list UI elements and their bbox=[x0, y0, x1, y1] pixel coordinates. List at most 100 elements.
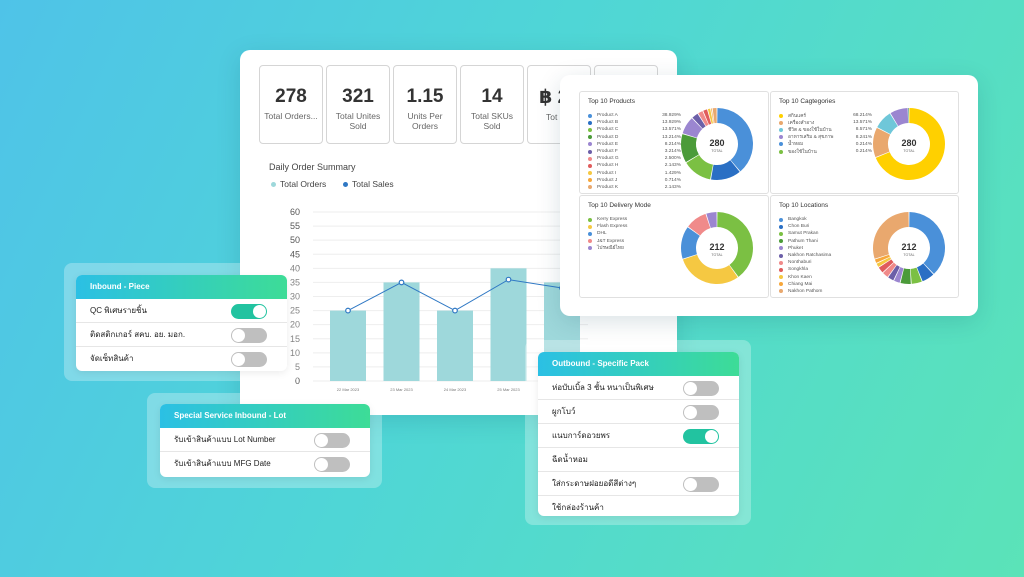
donut-slice[interactable] bbox=[682, 118, 703, 138]
legend-item[interactable]: DHL bbox=[588, 230, 681, 237]
legend-sales[interactable]: Total Sales bbox=[343, 179, 394, 189]
donut-slice[interactable] bbox=[698, 111, 709, 127]
option-toggle[interactable] bbox=[231, 304, 267, 319]
legend-item[interactable]: Product D 13.214% bbox=[588, 134, 681, 141]
donut-slice[interactable] bbox=[703, 109, 712, 125]
legend-item[interactable]: ของใช้ในบ้าน 0.214% bbox=[779, 148, 872, 155]
legend-item[interactable]: Product J 0.714% bbox=[588, 177, 681, 184]
legend-item[interactable]: อาหารเสริม & สุขภาพ 8.241% bbox=[779, 134, 872, 141]
legend-item[interactable]: สกินแคร์ 68.214% bbox=[779, 112, 872, 119]
donut-slice[interactable] bbox=[908, 108, 909, 124]
donut-slice[interactable] bbox=[878, 259, 894, 273]
donut-slice[interactable] bbox=[873, 127, 891, 158]
legend-item[interactable]: น้ำหอม 0.214% bbox=[779, 141, 872, 148]
legend-item[interactable]: Flash Express bbox=[588, 223, 681, 230]
legend-item[interactable]: ไปรษณีย์ไทย bbox=[588, 245, 681, 252]
point-total-sales[interactable] bbox=[345, 307, 351, 314]
donut-slice[interactable] bbox=[876, 257, 892, 267]
donut-slice[interactable] bbox=[681, 227, 700, 259]
legend-item[interactable]: Nakhon Ratchasima bbox=[779, 252, 872, 259]
legend-item[interactable]: Bangkok bbox=[779, 216, 872, 223]
legend-orders[interactable]: Total Orders bbox=[271, 179, 326, 189]
top-delivery-panel: Top 10 Delivery Mode Kerry Express Flash E… bbox=[579, 195, 769, 298]
option-toggle[interactable] bbox=[231, 328, 267, 343]
x-tick-label: 25 Mar 2023 bbox=[497, 387, 520, 392]
legend-item[interactable]: Phuket bbox=[779, 245, 872, 252]
donut-slice[interactable] bbox=[717, 212, 753, 277]
legend-item[interactable]: Samut Prakan bbox=[779, 230, 872, 237]
legend-item[interactable]: Product G 2.500% bbox=[588, 155, 681, 162]
bar-total-orders[interactable] bbox=[330, 310, 366, 381]
legend-swatch bbox=[779, 217, 783, 222]
option-toggle[interactable] bbox=[231, 352, 267, 367]
legend-item[interactable]: Product A 38.929% bbox=[588, 112, 681, 119]
legend-item[interactable]: Khon Kaen bbox=[779, 274, 872, 281]
donut-slice[interactable] bbox=[890, 108, 909, 126]
donut-slice[interactable] bbox=[916, 263, 934, 282]
donut-slice[interactable] bbox=[711, 108, 714, 124]
option-row: ฉีดน้ำหอม bbox=[538, 448, 739, 472]
legend-item[interactable]: Product B 13.929% bbox=[588, 119, 681, 126]
legend-item[interactable]: Product C 13.571% bbox=[588, 126, 681, 133]
donut-slice[interactable] bbox=[706, 212, 717, 228]
donut-slice[interactable] bbox=[894, 267, 904, 283]
legend-item[interactable]: Product E 8.214% bbox=[588, 141, 681, 148]
option-toggle[interactable] bbox=[314, 433, 350, 448]
legend-name: Chiang Mai bbox=[788, 281, 813, 287]
kpi-value: 278 bbox=[275, 86, 307, 107]
donut-slice[interactable] bbox=[909, 212, 945, 274]
option-toggle[interactable] bbox=[314, 457, 350, 472]
bar-total-orders[interactable] bbox=[437, 310, 473, 381]
point-total-sales[interactable] bbox=[505, 276, 512, 283]
legend-item[interactable]: Product K 2.143% bbox=[588, 184, 681, 191]
legend-item[interactable]: Product I 1.429% bbox=[588, 170, 681, 177]
legend-item[interactable]: Songkhla bbox=[779, 266, 872, 273]
legend-name: ไปรษณีย์ไทย bbox=[597, 246, 624, 252]
legend-item[interactable]: Nakhon Pathom bbox=[779, 288, 872, 295]
panel-title: Top 10 Delivery Mode bbox=[588, 202, 651, 209]
option-row: ห่อบับเบิ้ล 3 ชั้น หนาเป็นพิเศษ bbox=[538, 376, 739, 400]
donut-slice[interactable] bbox=[888, 265, 900, 281]
legend-swatch bbox=[779, 246, 783, 251]
donut-slice[interactable] bbox=[681, 134, 699, 163]
legend-item[interactable]: J&T Express bbox=[588, 238, 681, 245]
bar-total-orders[interactable] bbox=[383, 282, 420, 381]
option-toggle[interactable] bbox=[683, 381, 719, 396]
option-label: QC พิเศษรายชิ้น bbox=[90, 306, 147, 315]
donut-slice[interactable] bbox=[875, 108, 945, 180]
legend-item[interactable]: Nonthaburi bbox=[779, 259, 872, 266]
donut-slice[interactable] bbox=[707, 108, 713, 124]
legend-item[interactable]: Chon Buri bbox=[779, 223, 872, 230]
legend-swatch bbox=[588, 185, 592, 190]
legend-item[interactable]: Kerry Express bbox=[588, 216, 681, 223]
option-toggle[interactable] bbox=[683, 477, 719, 492]
legend-orders-label: Total Orders bbox=[280, 179, 327, 189]
legend-item[interactable]: ชีวิต & ของใช้ในบ้าน 8.571% bbox=[779, 126, 872, 133]
point-total-sales[interactable] bbox=[452, 307, 458, 314]
donut-slice[interactable] bbox=[873, 212, 909, 259]
bar-total-orders[interactable] bbox=[490, 268, 527, 381]
donut-slice[interactable] bbox=[682, 254, 738, 284]
legend-item[interactable]: Chiang Mai bbox=[779, 281, 872, 288]
option-toggle[interactable] bbox=[683, 405, 719, 420]
donut-slice[interactable] bbox=[877, 113, 898, 135]
legend-item[interactable]: เครื่องสำอาง 13.571% bbox=[779, 119, 872, 126]
donut-slice[interactable] bbox=[874, 254, 890, 263]
option-toggle[interactable] bbox=[683, 429, 719, 444]
donut-slice[interactable] bbox=[910, 267, 922, 284]
legend-swatch bbox=[779, 267, 783, 272]
donut-slice[interactable] bbox=[717, 108, 753, 172]
donut-slice[interactable] bbox=[900, 268, 911, 284]
donut-slice[interactable] bbox=[711, 160, 740, 180]
point-total-sales[interactable] bbox=[398, 279, 405, 286]
donut-slice[interactable] bbox=[686, 154, 713, 180]
legend-item[interactable]: Pathum Thani bbox=[779, 238, 872, 245]
card-header: Inbound - Piece bbox=[76, 275, 287, 299]
donut-slice[interactable] bbox=[712, 108, 717, 124]
donut-total: 212 bbox=[709, 242, 724, 252]
donut-slice[interactable] bbox=[692, 113, 706, 129]
legend-item[interactable]: Product F 3.214% bbox=[588, 148, 681, 155]
donut-slice[interactable] bbox=[883, 262, 897, 277]
donut-slice[interactable] bbox=[688, 213, 711, 236]
legend-item[interactable]: Product H 2.143% bbox=[588, 162, 681, 169]
